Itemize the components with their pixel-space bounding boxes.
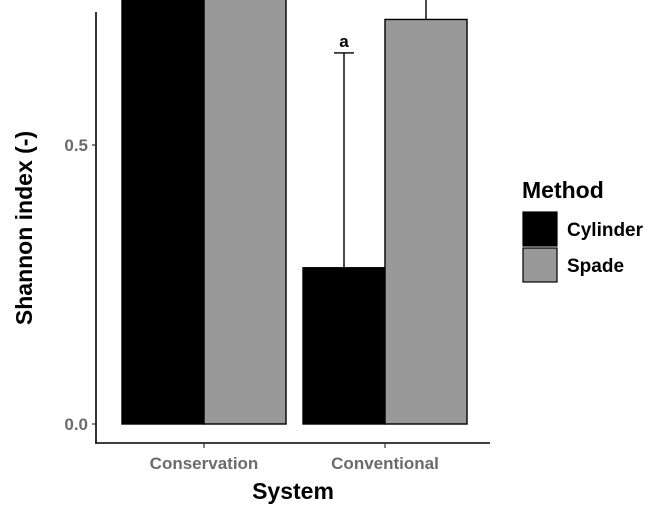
x-tick-label: Conservation bbox=[150, 454, 259, 473]
legend: Method Cylinder Spade bbox=[522, 177, 644, 283]
y-tick-label: 0.0 bbox=[64, 415, 88, 434]
legend-label-spade: Spade bbox=[567, 256, 624, 277]
legend-key-cylinder bbox=[522, 211, 558, 247]
y-axis-title: Shannon index (-) bbox=[11, 131, 37, 325]
x-axis-ticks: Conservation Conventional bbox=[150, 443, 439, 473]
x-axis-title: System bbox=[252, 478, 334, 504]
legend-title: Method bbox=[522, 177, 604, 203]
legend-label-cylinder: Cylinder bbox=[567, 220, 644, 241]
plot-area: bccaab bbox=[121, 0, 468, 425]
bar-spade-conservation bbox=[203, 0, 287, 425]
x-tick-label: Conventional bbox=[331, 454, 439, 473]
y-tick-label: 0.5 bbox=[64, 136, 88, 155]
legend-key-spade bbox=[522, 247, 558, 283]
bar-cylinder-conservation bbox=[121, 0, 205, 425]
y-axis-ticks: 0.00.51.0 bbox=[64, 136, 96, 434]
bar-spade-conventional bbox=[384, 18, 468, 425]
bar-cylinder-conventional bbox=[302, 267, 386, 425]
significance-label: a bbox=[339, 32, 349, 51]
